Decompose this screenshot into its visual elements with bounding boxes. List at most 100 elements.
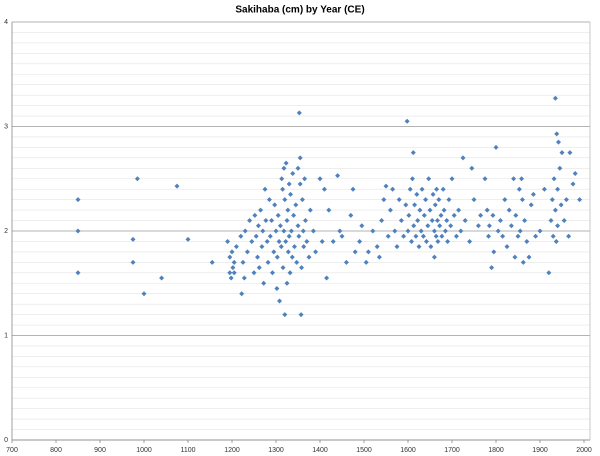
scatter-point <box>434 186 440 192</box>
scatter-point <box>423 197 429 203</box>
scatter-point <box>418 228 424 234</box>
scatter-point <box>394 244 400 250</box>
x-tick-label: 700 <box>6 447 18 454</box>
scatter-point <box>406 212 412 218</box>
scatter-point <box>306 254 312 260</box>
scatter-point <box>231 259 237 265</box>
scatter-point <box>244 249 250 255</box>
scatter-point <box>482 176 488 182</box>
scatter-point <box>288 191 294 197</box>
scatter-point <box>370 228 376 234</box>
scatter-point <box>240 259 246 265</box>
scatter-point <box>504 244 510 250</box>
scatter-point <box>339 233 345 239</box>
scatter-point <box>286 233 292 239</box>
scatter-point <box>428 244 434 250</box>
scatter-point <box>423 238 429 244</box>
scatter-point <box>436 197 442 203</box>
scatter-point <box>502 197 508 203</box>
scatter-point <box>348 212 354 218</box>
scatter-point <box>490 212 496 218</box>
x-tick-label: 1800 <box>488 447 504 454</box>
scatter-point <box>297 181 303 187</box>
scatter-point <box>486 233 492 239</box>
scatter-point <box>324 275 330 281</box>
scatter-point <box>227 254 233 260</box>
scatter-point <box>522 218 528 224</box>
scatter-point <box>294 259 300 265</box>
scatter-point <box>546 270 552 276</box>
scatter-point <box>467 238 473 244</box>
scatter-point <box>448 223 454 229</box>
scatter-point <box>276 238 282 244</box>
scatter-point <box>282 312 288 318</box>
scatter-point <box>387 207 393 213</box>
scatter-point <box>266 197 272 203</box>
scatter-point <box>227 270 233 276</box>
scatter-point <box>548 218 554 224</box>
scatter-point <box>554 131 560 137</box>
scatter-point <box>478 212 484 218</box>
scatter-point <box>289 254 295 260</box>
scatter-point <box>442 228 448 234</box>
scatter-point <box>519 197 525 203</box>
scatter-point <box>508 223 514 229</box>
scatter-point <box>530 191 536 197</box>
scatter-point <box>293 202 299 208</box>
scatter-point <box>411 223 417 229</box>
scatter-point <box>489 265 495 271</box>
scatter-point <box>520 259 526 265</box>
scatter-point <box>296 233 302 239</box>
scatter-point <box>284 218 290 224</box>
scatter-point <box>417 207 423 213</box>
scatter-point <box>403 202 409 208</box>
x-tick-label: 1200 <box>224 447 240 454</box>
scatter-point <box>352 249 358 255</box>
scatter-point <box>130 236 136 242</box>
scatter-point <box>326 207 332 213</box>
scatter-point <box>409 176 415 182</box>
scatter-point <box>295 165 301 171</box>
scatter-point <box>555 186 561 192</box>
scatter-point <box>281 228 287 234</box>
scatter-point <box>350 186 356 192</box>
scatter-point <box>445 238 451 244</box>
scatter-point <box>415 218 421 224</box>
scatter-point <box>566 233 572 239</box>
scatter-point <box>558 202 564 208</box>
scatter-point <box>469 165 475 171</box>
scatter-point <box>297 155 303 161</box>
scatter-point <box>271 249 277 255</box>
scatter-point <box>430 191 436 197</box>
scatter-point <box>451 212 457 218</box>
scatter-point <box>359 223 365 229</box>
scatter-point <box>319 238 325 244</box>
scatter-point <box>238 233 244 239</box>
scatter-point <box>159 275 165 281</box>
scatter-point <box>261 280 267 286</box>
scatter-point <box>209 259 215 265</box>
scatter-point <box>559 150 565 156</box>
scatter-point <box>456 207 462 213</box>
scatter-point <box>500 233 506 239</box>
scatter-point <box>321 186 327 192</box>
scatter-point <box>376 254 382 260</box>
scatter-point <box>255 223 261 229</box>
scatter-point <box>419 186 425 192</box>
scatter-point <box>416 244 422 250</box>
scatter-point <box>277 298 283 304</box>
scatter-point <box>265 259 271 265</box>
scatter-point <box>390 186 396 192</box>
scatter-point <box>570 181 576 187</box>
scatter-point <box>533 233 539 239</box>
scatter-point <box>274 254 280 260</box>
scatter-point <box>439 233 445 239</box>
scatter-point <box>302 176 308 182</box>
scatter-point <box>225 238 231 244</box>
scatter-point <box>425 223 431 229</box>
scatter-point <box>296 110 302 116</box>
scatter-point <box>528 202 534 208</box>
scatter-point <box>343 259 349 265</box>
y-tick-label: 0 <box>4 437 8 444</box>
scatter-point <box>441 207 447 213</box>
